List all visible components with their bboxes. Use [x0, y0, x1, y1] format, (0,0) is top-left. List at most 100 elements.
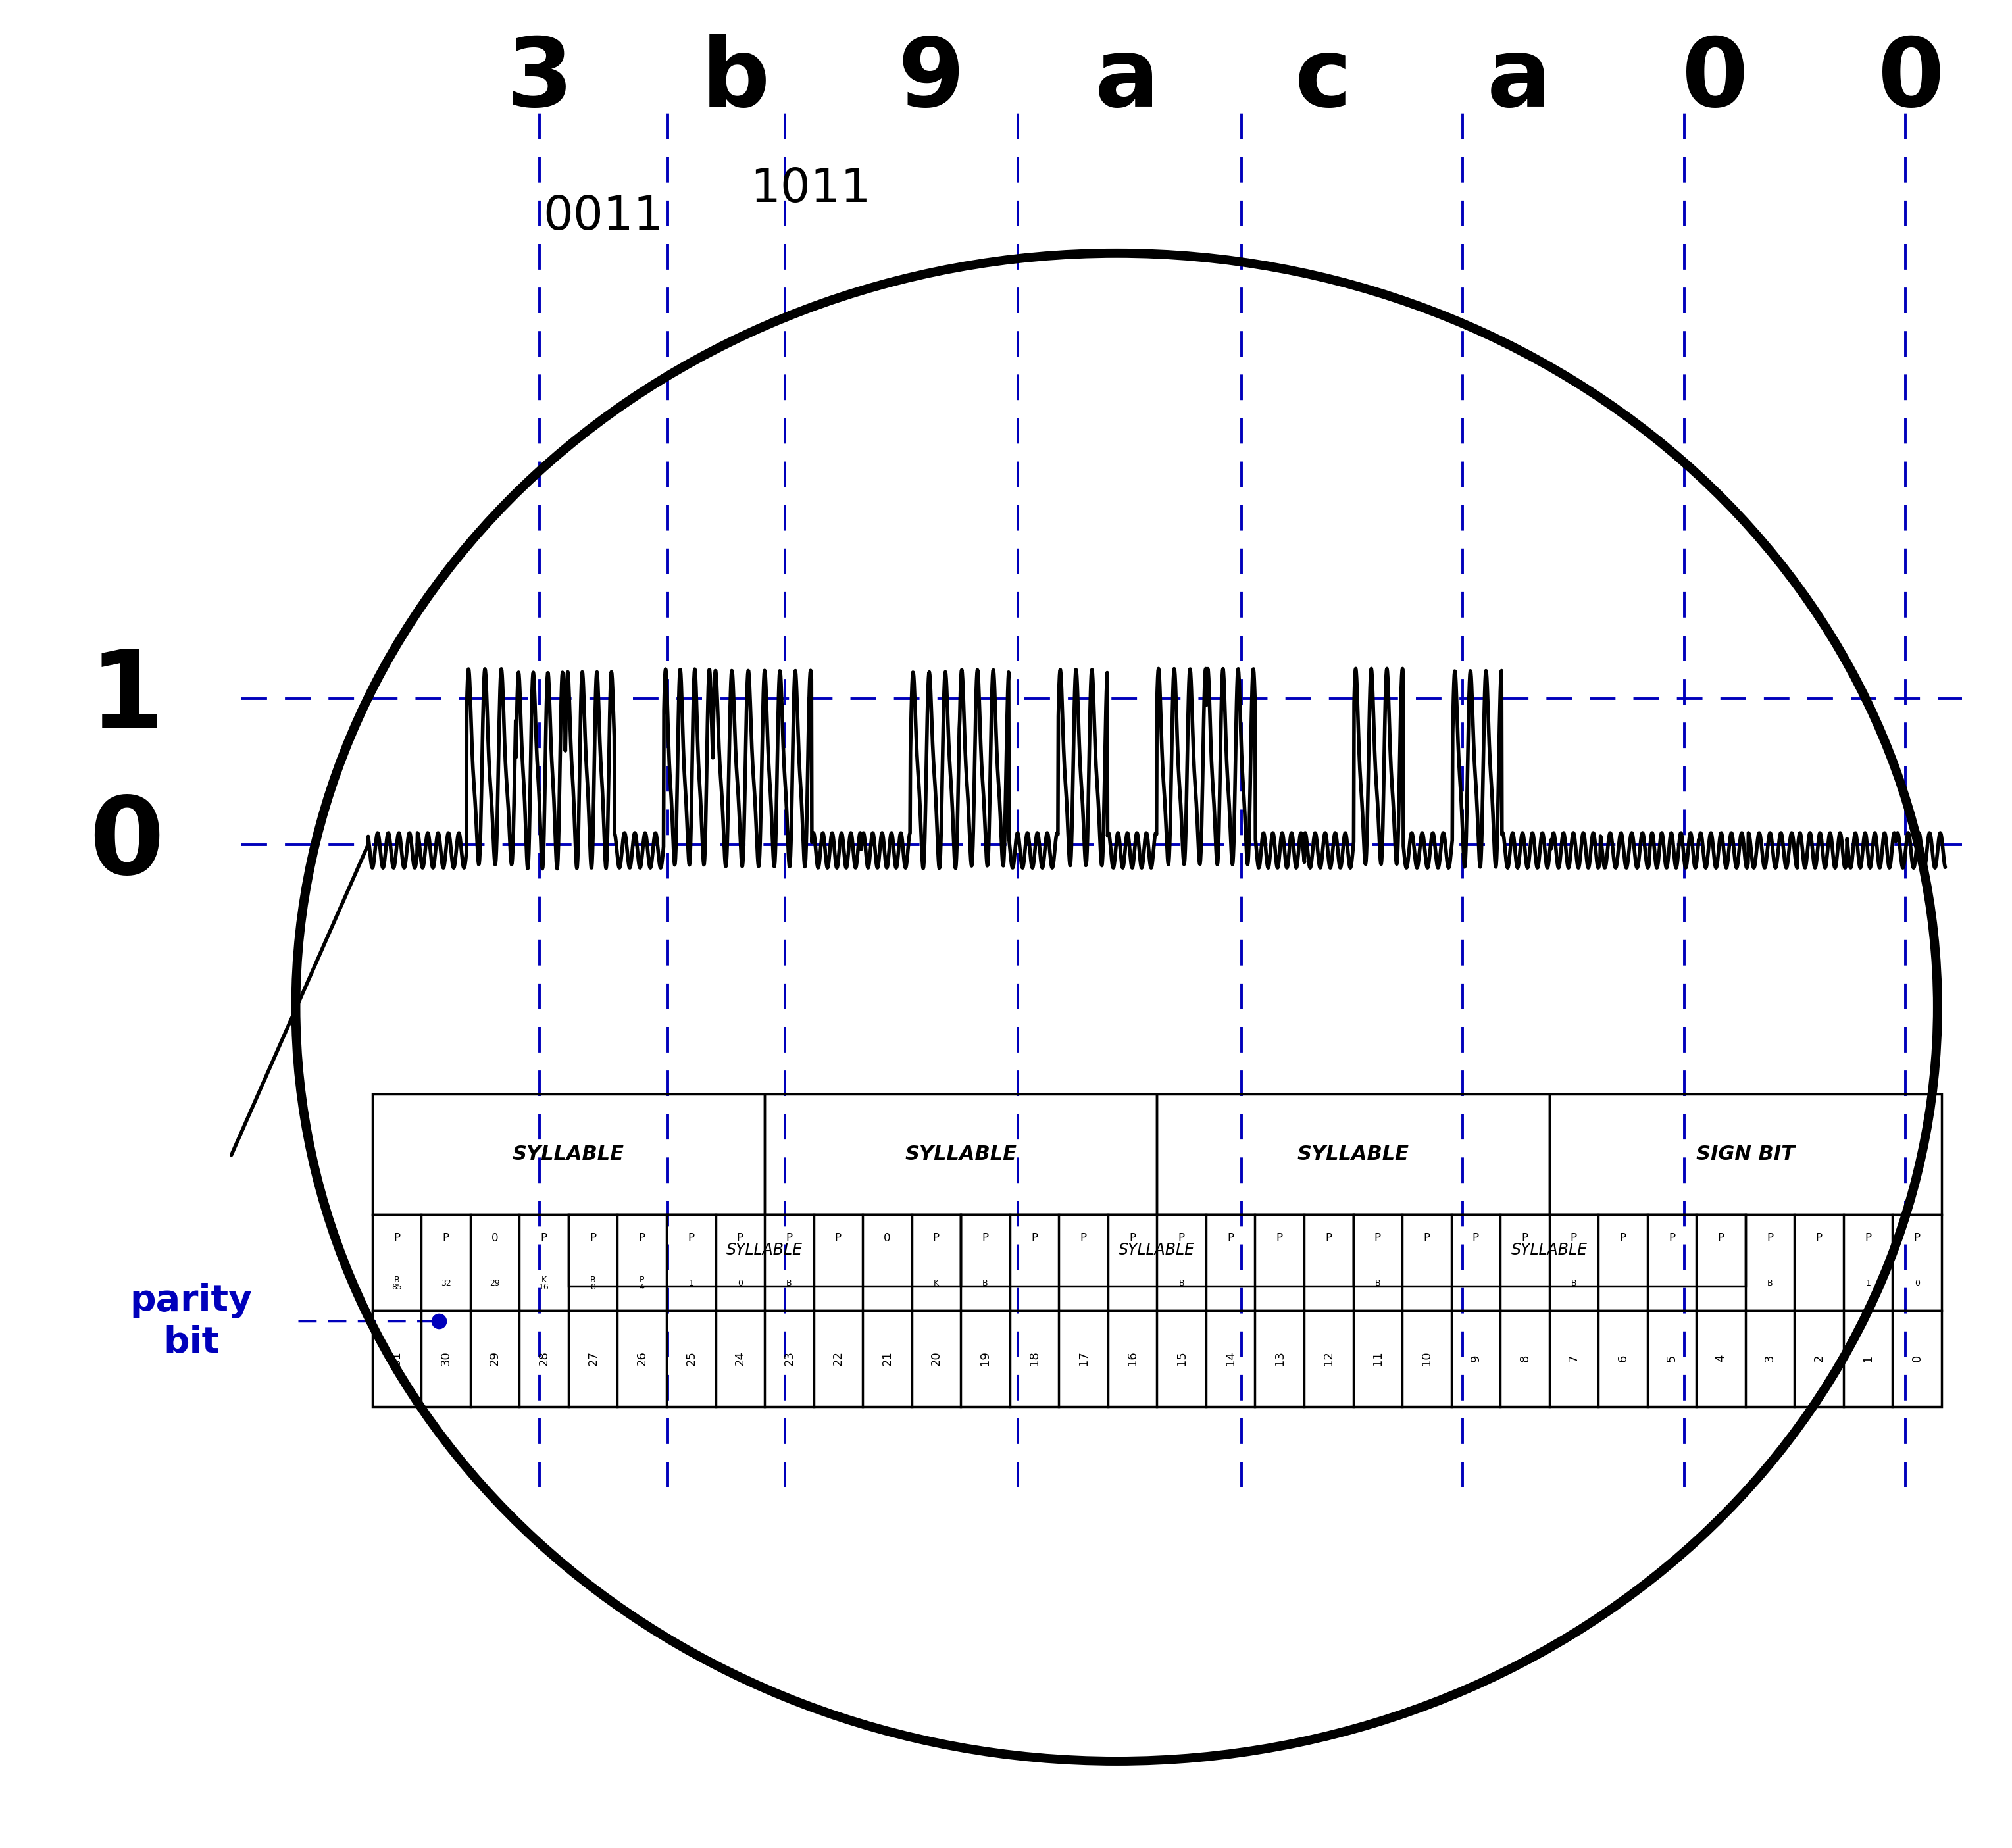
Text: B
8: B 8 — [590, 1275, 596, 1292]
Text: SYLLABLE: SYLLABLE — [1511, 1242, 1587, 1258]
Text: a: a — [1095, 33, 1159, 126]
Text: P: P — [590, 1233, 596, 1244]
Text: 14: 14 — [1225, 1351, 1237, 1366]
Text: 30: 30 — [441, 1351, 453, 1366]
Text: P: P — [1326, 1233, 1332, 1244]
Text: 27: 27 — [588, 1351, 600, 1366]
Text: P: P — [736, 1233, 742, 1244]
Text: P: P — [1179, 1233, 1185, 1244]
Text: B: B — [787, 1279, 793, 1288]
Text: 31: 31 — [390, 1351, 402, 1366]
Text: 0: 0 — [883, 1233, 891, 1244]
Text: 17: 17 — [1076, 1351, 1088, 1366]
Text: 29: 29 — [489, 1279, 501, 1288]
Bar — [1354, 1214, 1746, 1286]
Bar — [1549, 1094, 1942, 1214]
Text: P: P — [934, 1233, 940, 1244]
Text: B: B — [1179, 1279, 1185, 1288]
Text: P: P — [1422, 1233, 1431, 1244]
Text: P: P — [787, 1233, 793, 1244]
Text: 1: 1 — [89, 647, 165, 750]
Text: 9: 9 — [1469, 1355, 1481, 1362]
Text: B: B — [1767, 1279, 1773, 1288]
Text: 20: 20 — [930, 1351, 942, 1366]
Text: B: B — [982, 1279, 988, 1288]
Text: P: P — [1521, 1233, 1527, 1244]
Text: SYLLABLE: SYLLABLE — [726, 1242, 803, 1258]
Text: c: c — [1296, 33, 1352, 126]
Text: 0011: 0011 — [543, 194, 664, 240]
Text: 21: 21 — [881, 1351, 893, 1366]
Text: P: P — [1620, 1233, 1626, 1244]
Text: parity
bit: parity bit — [131, 1283, 252, 1360]
Text: 32: 32 — [441, 1279, 451, 1288]
Text: 0: 0 — [738, 1279, 742, 1288]
Text: 0: 0 — [1682, 33, 1748, 126]
Text: P: P — [1473, 1233, 1479, 1244]
Text: 0: 0 — [1911, 1355, 1923, 1362]
Text: P: P — [1913, 1233, 1919, 1244]
Bar — [960, 1214, 1352, 1286]
Text: 26: 26 — [636, 1351, 648, 1366]
Text: 18: 18 — [1028, 1351, 1040, 1366]
Text: P: P — [1080, 1233, 1086, 1244]
Text: 5: 5 — [1666, 1355, 1678, 1362]
Text: SYLLABLE: SYLLABLE — [1119, 1242, 1195, 1258]
Text: 2: 2 — [1813, 1355, 1825, 1362]
Text: 16: 16 — [1127, 1351, 1139, 1366]
Text: a: a — [1487, 33, 1551, 126]
Bar — [1157, 1094, 1549, 1214]
Text: 24: 24 — [734, 1351, 746, 1366]
Text: 6: 6 — [1618, 1355, 1630, 1362]
Text: P: P — [1227, 1233, 1233, 1244]
Bar — [567, 1214, 960, 1286]
Text: 1: 1 — [688, 1279, 694, 1288]
Text: K
16: K 16 — [539, 1275, 549, 1292]
Text: 3: 3 — [1765, 1355, 1777, 1362]
Text: 9: 9 — [897, 33, 964, 126]
Text: P: P — [394, 1233, 400, 1244]
Bar — [765, 1094, 1157, 1214]
Text: P: P — [1767, 1233, 1773, 1244]
Text: B: B — [1571, 1279, 1577, 1288]
Text: 7: 7 — [1567, 1355, 1579, 1362]
Text: 4: 4 — [1714, 1355, 1726, 1362]
Text: P: P — [1571, 1233, 1577, 1244]
Text: P: P — [1718, 1233, 1724, 1244]
Text: B: B — [1374, 1279, 1380, 1288]
Text: 28: 28 — [537, 1351, 549, 1366]
Text: SYLLABLE: SYLLABLE — [905, 1144, 1016, 1164]
Text: 1011: 1011 — [750, 166, 871, 213]
Text: 19: 19 — [980, 1351, 992, 1366]
Text: P: P — [1815, 1233, 1823, 1244]
Bar — [372, 1094, 765, 1214]
Text: K: K — [934, 1279, 940, 1288]
Text: 0: 0 — [491, 1233, 499, 1244]
Text: P: P — [1276, 1233, 1284, 1244]
Bar — [372, 1310, 1942, 1406]
Text: 25: 25 — [684, 1351, 696, 1366]
Text: 0: 0 — [1877, 33, 1946, 126]
Text: 1: 1 — [1861, 1355, 1873, 1362]
Text: P: P — [688, 1233, 694, 1244]
Text: P: P — [443, 1233, 449, 1244]
Text: 22: 22 — [833, 1351, 845, 1366]
Text: SIGN BIT: SIGN BIT — [1696, 1144, 1795, 1164]
Text: P: P — [1129, 1233, 1135, 1244]
Text: 0: 0 — [1915, 1279, 1919, 1288]
Text: 23: 23 — [783, 1351, 795, 1366]
Text: B
85: B 85 — [392, 1275, 402, 1292]
Text: 13: 13 — [1274, 1351, 1286, 1366]
Bar — [372, 1214, 1942, 1310]
Text: 3: 3 — [505, 33, 573, 126]
Text: SYLLABLE: SYLLABLE — [513, 1144, 624, 1164]
Text: 0: 0 — [89, 793, 165, 896]
Text: P: P — [835, 1233, 841, 1244]
Text: 12: 12 — [1322, 1351, 1334, 1366]
Text: P: P — [541, 1233, 547, 1244]
Text: P: P — [1374, 1233, 1380, 1244]
Text: P
4: P 4 — [640, 1275, 644, 1292]
Text: b: b — [700, 33, 769, 126]
Text: 8: 8 — [1519, 1355, 1531, 1362]
Text: SYLLABLE: SYLLABLE — [1298, 1144, 1408, 1164]
